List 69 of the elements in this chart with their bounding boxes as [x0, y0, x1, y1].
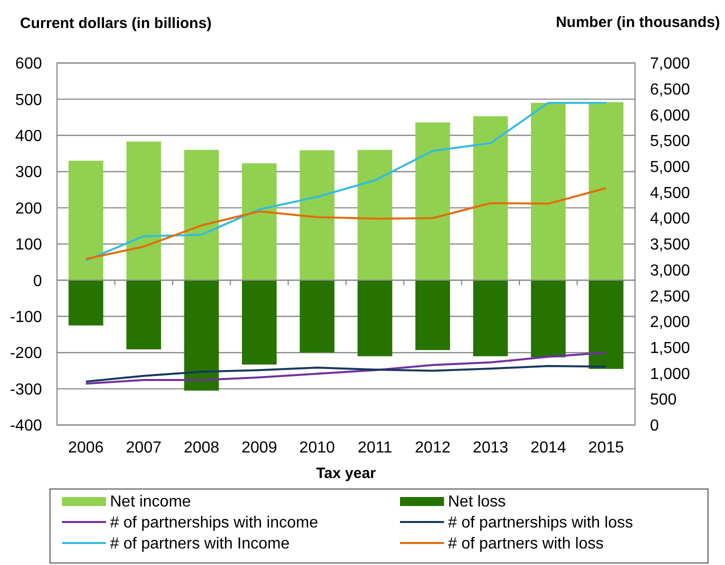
x-tick-label: 2007 [126, 440, 162, 457]
bar [300, 280, 334, 353]
bar [68, 160, 104, 280]
y-tick-label: 300 [15, 164, 42, 182]
y-tick-label: -400 [10, 418, 42, 435]
bar [530, 102, 566, 280]
bar [415, 122, 450, 280]
bar [68, 280, 104, 326]
y-tick-label: -100 [10, 309, 42, 326]
bar [126, 142, 162, 280]
bar [242, 163, 277, 280]
x-tick-label: 2014 [530, 440, 566, 457]
bar [473, 280, 508, 356]
y2-tick-label: 2,000 [650, 314, 690, 332]
y2-tick-label: 1,000 [650, 366, 690, 383]
x-tick-label: 2013 [472, 440, 508, 457]
x-tick-label: 2011 [358, 440, 392, 457]
bar [588, 280, 624, 369]
y2-tick-label: 0 [650, 418, 659, 435]
y2-tick-label: 5,000 [650, 159, 690, 176]
line-series [84, 365, 608, 383]
legend-label: Net income [110, 494, 192, 511]
line-series [84, 352, 608, 385]
y2-tick-label: 4,500 [650, 184, 690, 202]
y2-tick-label: 7,000 [650, 56, 690, 73]
x-tick-label: 2010 [299, 440, 335, 457]
legend-label: # of partners with loss [448, 536, 604, 553]
line-series [84, 187, 608, 260]
y2-tick-label: 3,000 [650, 262, 690, 280]
y2-tick-label: 4,000 [650, 210, 690, 228]
x-tick-label: 2006 [68, 440, 104, 457]
y-tick-label: 400 [15, 128, 42, 145]
x-tick-label: 2015 [588, 440, 624, 457]
legend-label: # of partnerships with income [110, 514, 318, 532]
y2-tick-label: 3,500 [650, 236, 690, 254]
bar [358, 280, 392, 356]
y-tick-label: 200 [15, 200, 42, 218]
y-tick-label: -200 [10, 345, 42, 362]
y-tick-label: 600 [15, 56, 42, 73]
bar [300, 150, 334, 280]
y2-tick-label: 6,000 [650, 107, 690, 124]
legend-label: # of partnerships with loss [448, 514, 633, 532]
y-axis-title: Current dollars (in billions) [20, 15, 212, 32]
bar [184, 280, 219, 391]
bar [473, 116, 508, 280]
y-tick-label: 100 [15, 236, 42, 254]
y2-tick-label: 500 [650, 392, 677, 409]
bar [588, 102, 624, 280]
x-axis-title: Tax year [316, 465, 376, 482]
y2-tick-label: 5,500 [650, 133, 690, 150]
legend-label: Net loss [448, 494, 506, 511]
x-tick-label: 2008 [184, 440, 220, 457]
y2-tick-label: 6,500 [650, 81, 690, 98]
y2-tick-label: 1,500 [650, 340, 690, 358]
bar [184, 150, 219, 280]
line-series [84, 102, 608, 262]
bar [415, 280, 450, 350]
bar [242, 280, 277, 365]
bar [530, 280, 566, 358]
x-tick-label: 2009 [242, 440, 278, 457]
y-tick-label: 500 [15, 92, 42, 109]
y2-axis-title: Number (in thousands) [556, 14, 720, 31]
y2-tick-label: 2,500 [650, 288, 690, 306]
legend-label: # of partners with Income [110, 536, 290, 553]
bar [358, 150, 392, 280]
y-tick-label: -300 [10, 381, 42, 398]
bar [126, 280, 162, 350]
y-tick-label: 0 [33, 272, 42, 290]
x-tick-label: 2012 [414, 440, 451, 457]
